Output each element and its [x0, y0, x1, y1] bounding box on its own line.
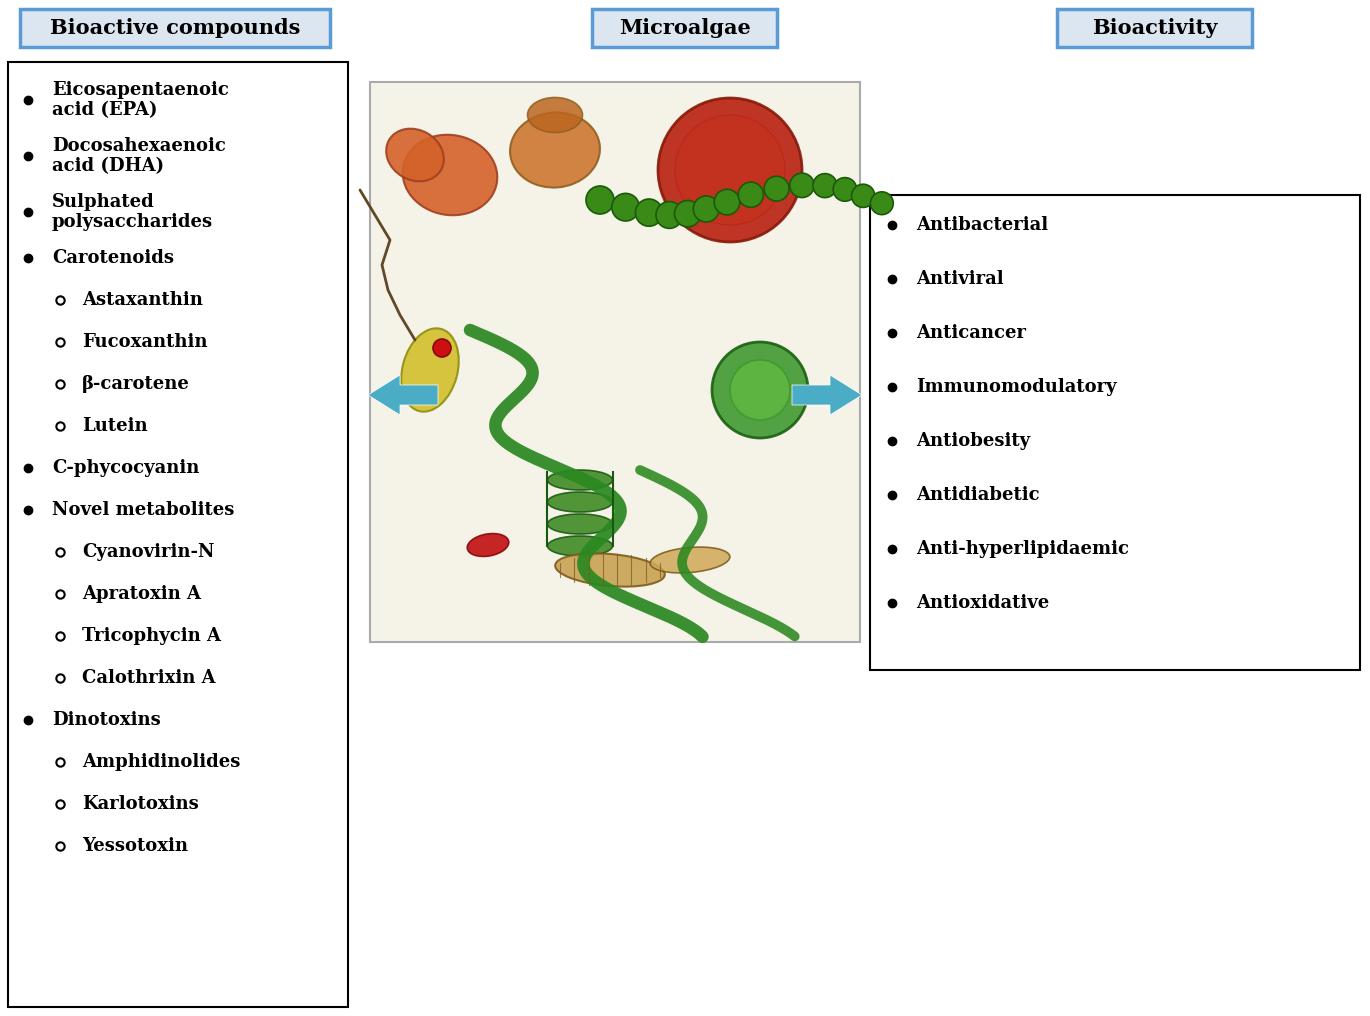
Text: Antiviral: Antiviral [917, 270, 1004, 288]
Circle shape [712, 342, 808, 438]
Text: Anti-hyperlipidaemic: Anti-hyperlipidaemic [917, 539, 1129, 558]
Text: Docosahexaenoic
acid (DHA): Docosahexaenoic acid (DHA) [52, 136, 226, 176]
FancyBboxPatch shape [1058, 9, 1252, 47]
Text: C-phycocyanin: C-phycocyanin [52, 459, 200, 477]
Text: β-carotene: β-carotene [82, 375, 190, 393]
Circle shape [789, 173, 814, 197]
Text: Astaxanthin: Astaxanthin [82, 291, 203, 309]
Circle shape [693, 196, 719, 221]
Text: Calothrixin A: Calothrixin A [82, 669, 215, 687]
Circle shape [658, 98, 801, 242]
Ellipse shape [467, 533, 508, 557]
Circle shape [656, 201, 682, 229]
Circle shape [586, 186, 614, 214]
Text: Yessotoxin: Yessotoxin [82, 837, 188, 855]
Ellipse shape [403, 135, 497, 215]
Circle shape [714, 189, 740, 215]
Ellipse shape [548, 514, 612, 534]
Ellipse shape [548, 536, 612, 556]
FancyBboxPatch shape [592, 9, 778, 47]
Circle shape [852, 184, 874, 207]
Text: Microalgae: Microalgae [619, 18, 751, 38]
Polygon shape [792, 375, 862, 415]
Text: Karlotoxins: Karlotoxins [82, 795, 199, 813]
Circle shape [870, 192, 893, 214]
Circle shape [636, 199, 663, 227]
Polygon shape [369, 375, 438, 415]
Ellipse shape [386, 129, 444, 181]
Text: Apratoxin A: Apratoxin A [82, 585, 201, 604]
Text: Novel metabolites: Novel metabolites [52, 501, 234, 519]
Text: Eicosapentaenoic
acid (EPA): Eicosapentaenoic acid (EPA) [52, 80, 229, 120]
Ellipse shape [548, 492, 612, 512]
Text: Sulphated
polysaccharides: Sulphated polysaccharides [52, 193, 214, 232]
Circle shape [675, 115, 785, 225]
Ellipse shape [651, 547, 730, 573]
Text: Immunomodulatory: Immunomodulatory [917, 378, 1117, 396]
Bar [370, 82, 860, 642]
Circle shape [674, 200, 701, 227]
Circle shape [433, 339, 451, 357]
Circle shape [612, 193, 640, 221]
Text: Antidiabetic: Antidiabetic [917, 486, 1040, 504]
Text: Carotenoids: Carotenoids [52, 249, 174, 267]
Ellipse shape [555, 554, 664, 586]
Text: Fucoxanthin: Fucoxanthin [82, 333, 207, 351]
Text: Dinotoxins: Dinotoxins [52, 711, 160, 729]
Circle shape [812, 174, 837, 198]
Bar [8, 62, 348, 1007]
Circle shape [738, 182, 763, 207]
Ellipse shape [510, 113, 600, 188]
Text: Lutein: Lutein [82, 417, 148, 435]
Bar [870, 195, 1360, 670]
Text: Antibacterial: Antibacterial [917, 216, 1048, 234]
Text: Tricophycin A: Tricophycin A [82, 627, 221, 645]
Text: Bioactivity: Bioactivity [1092, 18, 1218, 38]
Ellipse shape [401, 328, 459, 411]
Text: Anticancer: Anticancer [917, 324, 1026, 342]
Text: Antioxidative: Antioxidative [917, 594, 1049, 612]
Circle shape [833, 178, 856, 201]
Ellipse shape [527, 98, 582, 132]
Circle shape [730, 360, 790, 420]
Text: Antiobesity: Antiobesity [917, 432, 1030, 450]
Text: Bioactive compounds: Bioactive compounds [49, 18, 300, 38]
Ellipse shape [548, 470, 612, 490]
Text: Amphidinolides: Amphidinolides [82, 753, 240, 771]
Circle shape [764, 176, 789, 201]
FancyBboxPatch shape [21, 9, 330, 47]
Text: Cyanovirin-N: Cyanovirin-N [82, 543, 215, 561]
